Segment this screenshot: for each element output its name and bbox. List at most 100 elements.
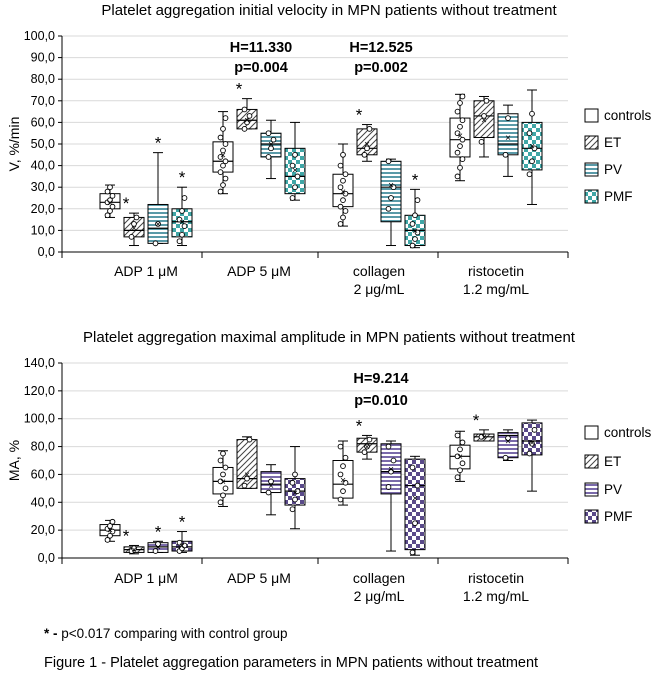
legend-swatch xyxy=(584,454,599,469)
data-point xyxy=(107,184,113,191)
data-point xyxy=(409,221,416,227)
y-tick-label: 100,0 xyxy=(24,29,55,43)
category-label-collagen-2-g-ml: collagen xyxy=(353,570,405,586)
data-point xyxy=(459,460,466,467)
stat-label: H=9.214 xyxy=(353,371,408,387)
y-tick-label: 100,0 xyxy=(24,412,55,426)
data-point xyxy=(107,523,113,529)
data-point xyxy=(502,454,509,461)
data-point xyxy=(529,158,535,165)
data-point xyxy=(217,478,224,485)
box-et-adp-5-m: × xyxy=(236,436,258,489)
box-pmf-adp-1-m: × xyxy=(171,186,193,247)
data-point xyxy=(265,130,272,137)
data-point xyxy=(502,151,509,158)
chart-title: Platelet aggregation maximal amplitude i… xyxy=(83,329,576,346)
box-controls-adp-1-m: × xyxy=(99,184,121,219)
mean-marker: × xyxy=(107,526,113,537)
mean-marker: × xyxy=(131,224,137,235)
legend-item-pmf: PMF xyxy=(584,509,633,524)
data-point xyxy=(104,212,111,219)
legend-label: ET xyxy=(604,135,621,150)
data-point xyxy=(244,119,250,126)
data-point xyxy=(390,457,397,464)
box-pmf-ristocetin-1-2-mg-ml: × xyxy=(521,419,543,492)
data-point xyxy=(222,485,229,492)
data-point xyxy=(457,164,463,171)
mean-marker: × xyxy=(388,464,394,475)
data-point xyxy=(179,231,185,238)
data-point xyxy=(340,488,346,494)
category-label-collagen-2-g-ml: 2 μg/mL xyxy=(354,588,405,604)
data-point xyxy=(222,158,229,165)
mean-marker: × xyxy=(364,442,370,453)
mean-marker: × xyxy=(179,217,185,228)
figure-canvas: Platelet aggregation initial velocity in… xyxy=(6,2,652,604)
mean-marker: × xyxy=(340,187,346,198)
data-point xyxy=(222,464,229,471)
y-tick-label: 0,0 xyxy=(38,551,55,565)
data-point xyxy=(104,537,111,543)
category-label-ristocetin-1-2-mg-ml: ristocetin xyxy=(468,263,524,279)
data-point xyxy=(289,162,296,169)
data-point xyxy=(337,162,344,169)
footnote-mark: * - xyxy=(44,626,58,641)
y-tick-label: 60,0 xyxy=(31,115,55,129)
y-tick-label: 30,0 xyxy=(31,180,55,194)
data-point xyxy=(268,478,274,485)
category-label-adp-5-m: ADP 5 μM xyxy=(227,570,291,586)
data-point xyxy=(483,97,490,104)
significance-asterisk: * xyxy=(412,170,419,189)
stat-label: p=0.004 xyxy=(234,60,288,76)
significance-asterisk: * xyxy=(123,526,130,545)
data-point xyxy=(104,188,111,195)
data-point xyxy=(481,113,487,119)
data-point xyxy=(109,518,116,525)
data-point xyxy=(217,169,224,175)
mean-marker: × xyxy=(107,198,113,209)
y-axis-label: MA, % xyxy=(6,440,22,481)
data-point xyxy=(155,541,161,547)
data-point xyxy=(364,443,370,450)
box-pv-adp-5-m: × xyxy=(260,464,282,516)
data-point xyxy=(459,93,466,100)
data-point xyxy=(366,126,373,132)
mean-marker: × xyxy=(268,481,274,492)
data-point xyxy=(217,134,224,141)
box-pmf-adp-5-m: × xyxy=(284,446,306,530)
data-point xyxy=(457,467,463,474)
category-label-adp-1-m: ADP 1 μM xyxy=(114,570,178,586)
data-point xyxy=(459,439,466,446)
legend-label: PV xyxy=(604,482,622,497)
box-et-collagen-2-g-ml: × xyxy=(356,434,378,460)
mean-marker: × xyxy=(131,545,137,556)
data-point xyxy=(241,482,248,489)
data-point xyxy=(217,188,224,195)
data-point xyxy=(292,496,298,503)
amplitude-chart: Platelet aggregation maximal amplitude i… xyxy=(6,329,652,604)
mean-marker: × xyxy=(388,181,394,192)
data-point xyxy=(152,240,159,247)
data-point xyxy=(414,482,421,489)
box-et-ristocetin-1-2-mg-ml: × xyxy=(473,429,495,443)
stat-label: H=11.330 xyxy=(230,40,293,56)
mean-marker: × xyxy=(412,494,418,505)
data-point xyxy=(220,162,226,169)
data-point xyxy=(414,229,421,236)
box-pmf-adp-5-m: × xyxy=(284,121,306,201)
data-point xyxy=(220,492,226,499)
mean-marker: × xyxy=(505,437,511,448)
data-point xyxy=(340,151,346,158)
mean-marker: × xyxy=(292,165,298,176)
data-point xyxy=(385,484,392,490)
data-point xyxy=(361,449,368,455)
box-iqr xyxy=(332,460,354,499)
data-point xyxy=(505,115,511,121)
mean-marker: × xyxy=(340,476,346,487)
legend-swatch xyxy=(584,482,599,497)
y-tick-label: 20,0 xyxy=(31,523,55,537)
legend-swatch xyxy=(584,189,599,204)
data-point xyxy=(457,123,463,130)
significance-asterisk: * xyxy=(123,194,130,213)
box-iqr xyxy=(284,147,306,195)
